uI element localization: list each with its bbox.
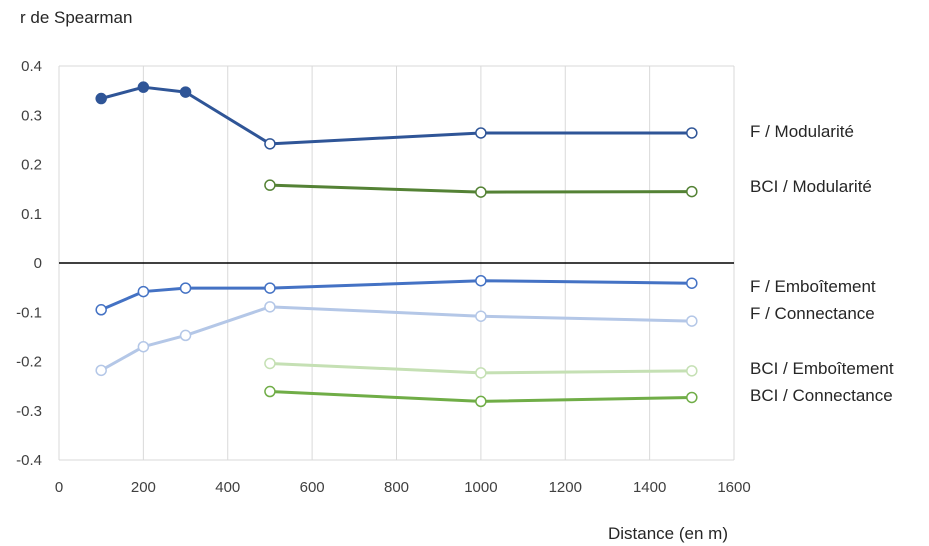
y-axis-title: r de Spearman — [20, 8, 133, 27]
data-point — [179, 329, 192, 342]
data-point — [95, 364, 107, 377]
data-point — [137, 340, 150, 353]
series-lines — [100, 85, 692, 403]
data-point — [95, 304, 107, 316]
series-label: BCI / Emboîtement — [750, 359, 894, 378]
axes: -0.4 -0.3 -0.2 -0.1 0 0.1 0.2 0.3 0.4 0 200 400 600 8… — [16, 58, 751, 496]
data-point — [264, 282, 276, 294]
y-tick-label: -0.3 — [16, 403, 42, 420]
data-point — [475, 395, 487, 408]
x-tick-label: 1600 — [717, 479, 750, 496]
data-point — [686, 185, 698, 198]
grid-lines — [58, 65, 735, 461]
data-point — [686, 391, 698, 404]
y-tick-label: -0.2 — [16, 354, 42, 371]
series-points — [95, 81, 698, 408]
y-tick-label: 0.4 — [21, 58, 42, 75]
data-point — [686, 127, 698, 139]
data-point — [179, 86, 192, 98]
data-point — [264, 357, 276, 370]
data-point — [95, 92, 107, 105]
series-line — [100, 279, 692, 312]
series-labels: F / Modularité BCI / Modularité F / Emboît… — [750, 122, 894, 405]
x-tick-label: 1000 — [464, 479, 497, 496]
data-point — [475, 367, 487, 379]
series-label: F / Connectance — [750, 304, 875, 323]
data-point — [137, 81, 150, 93]
y-tick-label: 0.3 — [21, 107, 42, 124]
data-point — [475, 186, 487, 198]
series-label: BCI / Modularité — [750, 177, 872, 196]
data-point — [686, 315, 698, 327]
series-line — [100, 85, 692, 146]
data-point — [475, 310, 487, 322]
x-tick-label: 1400 — [633, 479, 666, 496]
x-tick-label: 800 — [384, 479, 409, 496]
data-point — [137, 285, 150, 298]
y-tick-label: -0.1 — [16, 304, 42, 321]
y-tick-label: 0.2 — [21, 157, 42, 174]
series-label: F / Modularité — [750, 122, 854, 141]
y-tick-label: 0.1 — [21, 206, 42, 223]
series-line — [100, 305, 692, 372]
data-point — [264, 385, 276, 398]
series-label: BCI / Connectance — [750, 386, 893, 405]
data-point — [475, 274, 487, 287]
y-tick-label: 0 — [34, 255, 42, 272]
data-point — [686, 277, 698, 289]
x-tick-label: 0 — [55, 479, 63, 496]
data-point — [264, 179, 276, 191]
data-point — [179, 282, 192, 294]
series-label: F / Emboîtement — [750, 277, 876, 296]
x-tick-label: 600 — [300, 479, 325, 496]
x-tick-label: 1200 — [549, 479, 582, 496]
x-tick-label: 400 — [215, 479, 240, 496]
x-tick-label: 200 — [131, 479, 156, 496]
data-point — [475, 127, 487, 139]
data-point — [686, 365, 698, 377]
x-axis-title: Distance (en m) — [608, 524, 728, 543]
data-point — [264, 138, 276, 150]
y-tick-label: -0.4 — [16, 452, 42, 469]
data-point — [264, 301, 276, 313]
